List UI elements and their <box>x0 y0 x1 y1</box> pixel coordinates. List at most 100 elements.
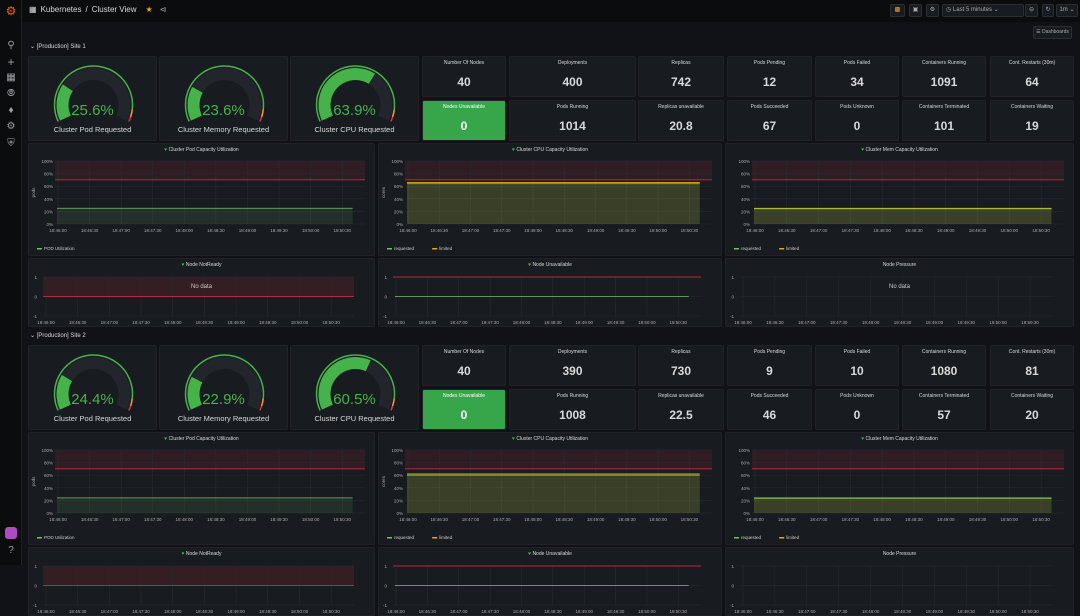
gauge-arc <box>315 354 396 411</box>
stat-panel[interactable]: Number Of Nodes 40 <box>422 56 506 97</box>
explore-icon[interactable]: ⦾ <box>7 88 15 99</box>
collapse-chevron-icon[interactable]: ⌄ <box>30 333 37 339</box>
share-icon[interactable]: ⊲ <box>159 5 167 14</box>
gauge-panel[interactable]: 25.6% Cluster Pod Requested <box>28 56 157 141</box>
stat-panel[interactable]: Number Of Nodes 40 <box>422 345 506 386</box>
stat-panel[interactable]: Containers Waiting 19 <box>990 100 1074 141</box>
stat-panel[interactable]: Cont. Restarts (30m) 64 <box>990 56 1074 97</box>
panel-title: ♥ Cluster Mem Capacity Utilization <box>726 147 1073 153</box>
gauge-panel[interactable]: 22.9% Cluster Memory Requested <box>159 345 288 430</box>
stat-panel[interactable]: Pods Running 1014 <box>509 100 636 141</box>
plus-icon[interactable]: + <box>7 55 15 69</box>
refresh-interval-picker[interactable]: 1m ⌄ <box>1056 4 1078 17</box>
stat-panel[interactable]: Replicas unavailable 20.8 <box>638 100 724 141</box>
dashboards-icon[interactable]: ▦ <box>6 72 16 83</box>
series-area <box>57 208 353 224</box>
node-status-panel[interactable]: ♥ Node NotReady -1 0 1 18:46:00 18:46:30 18:47… <box>28 258 375 327</box>
legend-item[interactable]: POD Utilization <box>44 246 75 251</box>
timeseries-panel[interactable]: ♥ Cluster Pod Capacity Utilization 0% 20% 4… <box>28 432 375 545</box>
heart-icon: ♥ <box>511 147 517 153</box>
timeseries-panel[interactable]: ♥ Cluster CPU Capacity Utilization 0% 20% 4… <box>378 432 722 545</box>
stat-panel[interactable]: Pods Unknown 0 <box>815 100 899 141</box>
node-status-panel[interactable]: ♥ Node Unavailable -1 0 1 18:46:00 18:46:30 18… <box>378 258 722 327</box>
chart-svg: 0% 20% 40% 60% 80% 100% 18:46:00 18:46:30 18:47:… <box>734 159 1064 251</box>
stat-panel[interactable]: Pods Succeeded 46 <box>727 389 812 430</box>
stat-panel[interactable]: Pods Failed 34 <box>815 56 899 97</box>
legend-item[interactable]: limited <box>786 246 800 251</box>
avatar[interactable] <box>5 527 17 539</box>
gauge-fill <box>318 357 371 410</box>
time-range-picker[interactable]: ◷ Last 5 minutes ⌄ <box>942 4 1024 17</box>
node-status-panel[interactable]: ♥ Node Unavailable -1 0 1 18:46:00 18:46:30 18… <box>378 547 722 616</box>
legend-item[interactable]: requested <box>394 535 415 540</box>
grafana-logo[interactable]: ⚙ <box>5 4 17 18</box>
timeseries-panel[interactable]: ♥ Cluster Pod Capacity Utilization 0% 20% 4… <box>28 143 375 256</box>
legend-item[interactable]: limited <box>786 535 800 540</box>
save-icon[interactable]: ▣ <box>909 4 922 17</box>
stat-panel[interactable]: Deployments 390 <box>509 345 636 386</box>
legend-item[interactable]: limited <box>439 535 453 540</box>
legend-item[interactable]: requested <box>741 246 762 251</box>
add-panel-button[interactable]: ▩ <box>890 4 905 17</box>
node-status-panel[interactable]: ♥ Node NotReady -1 0 1 18:46:00 18:46:30 18:47… <box>28 547 375 616</box>
stat-panel[interactable]: Replicas 742 <box>638 56 724 97</box>
dashboards-button[interactable]: ☰ Dashboards <box>1033 26 1072 39</box>
gauge-panel[interactable]: 23.6% Cluster Memory Requested <box>159 56 288 141</box>
x-tick-label: 18:46:30 <box>81 228 99 233</box>
timeseries-panel[interactable]: ♥ Cluster CPU Capacity Utilization 0% 20% 4… <box>378 143 722 256</box>
stat-panel[interactable]: Deployments 400 <box>509 56 636 97</box>
stat-panel[interactable]: Pods Succeeded 67 <box>727 100 812 141</box>
stat-panel[interactable]: Nodes Unavailable 0 <box>422 100 506 141</box>
node-status-panel[interactable]: Node Pressure -1 0 1 18:46:00 18:46:30 18:47:0… <box>725 258 1074 327</box>
stat-panel[interactable]: Containers Running 1091 <box>902 56 986 97</box>
x-tick-label: 18:47:00 <box>810 517 828 522</box>
stat-panel[interactable]: Pods Unknown 0 <box>815 389 899 430</box>
stat-panel[interactable]: Replicas 730 <box>638 345 724 386</box>
timeseries-panel[interactable]: ♥ Cluster Mem Capacity Utilization 0% 20% 4… <box>725 143 1074 256</box>
legend-item[interactable]: requested <box>394 246 415 251</box>
gear-icon[interactable]: ⚙ <box>6 121 16 132</box>
legend-item[interactable]: limited <box>439 246 453 251</box>
section-header[interactable]: ⌄ [Production] Site 1 <box>30 43 86 50</box>
x-tick-label: 18:50:30 <box>322 609 340 614</box>
section-title: [Production] Site 2 <box>36 333 86 339</box>
section-header[interactable]: ⌄ [Production] Site 2 <box>30 332 86 339</box>
dashboards-grid-icon: ▦ <box>29 5 37 14</box>
panel-title: ♥ Cluster Pod Capacity Utilization <box>29 147 374 153</box>
breadcrumb-folder[interactable]: Kubernetes <box>40 5 82 14</box>
collapse-chevron-icon[interactable]: ⌄ <box>30 44 37 50</box>
shield-icon[interactable]: ⛨ <box>7 138 15 149</box>
node-status-panel[interactable]: Node Pressure -1 0 1 18:46:00 18:46:30 18:47:0… <box>725 547 1074 616</box>
gauge-panel[interactable]: 63.9% Cluster CPU Requested <box>290 56 419 141</box>
search-icon[interactable]: ⚲ <box>7 40 15 51</box>
heart-icon: ♥ <box>164 147 169 153</box>
help-icon[interactable]: ? <box>8 545 14 556</box>
stat-panel[interactable]: Pods Pending 12 <box>727 56 812 97</box>
stat-title: Pods Pending <box>753 349 786 355</box>
refresh-icon[interactable]: ↻ <box>1042 4 1054 17</box>
stat-panel[interactable]: Cont. Restarts (30m) 81 <box>990 345 1074 386</box>
zoom-out-icon[interactable]: ⊖ <box>1025 4 1038 17</box>
timeseries-panel[interactable]: ♥ Cluster Mem Capacity Utilization 0% 20% 4… <box>725 432 1074 545</box>
dashboard-title[interactable]: Cluster View <box>91 5 137 14</box>
stat-panel[interactable]: Pods Running 1008 <box>509 389 636 430</box>
panel-title: ♥ Node NotReady <box>29 551 374 557</box>
stat-panel[interactable]: Containers Terminated 101 <box>902 100 986 141</box>
legend-item[interactable]: POD Utilization <box>44 535 75 540</box>
stat-panel[interactable]: Pods Failed 10 <box>815 345 899 386</box>
stat-panel[interactable]: Pods Pending 9 <box>727 345 812 386</box>
stat-panel[interactable]: Containers Running 1080 <box>902 345 986 386</box>
alerting-icon[interactable]: ♦ <box>8 105 14 116</box>
stat-panel[interactable]: Containers Terminated 57 <box>902 389 986 430</box>
stat-panel[interactable]: Nodes Unavailable 0 <box>422 389 506 430</box>
settings-gear-icon[interactable]: ⚙ <box>926 4 939 17</box>
x-tick-label: 18:48:30 <box>196 320 214 325</box>
x-tick-label: 18:50:00 <box>638 609 656 614</box>
stat-panel[interactable]: Containers Waiting 20 <box>990 389 1074 430</box>
stat-title: Containers Terminated <box>918 393 970 399</box>
star-icon[interactable]: ★ <box>145 5 153 14</box>
gauge-panel[interactable]: 60.5% Cluster CPU Requested <box>290 345 419 430</box>
gauge-panel[interactable]: 24.4% Cluster Pod Requested <box>28 345 157 430</box>
stat-panel[interactable]: Replicas unavailable 22.5 <box>638 389 724 430</box>
legend-item[interactable]: requested <box>741 535 762 540</box>
